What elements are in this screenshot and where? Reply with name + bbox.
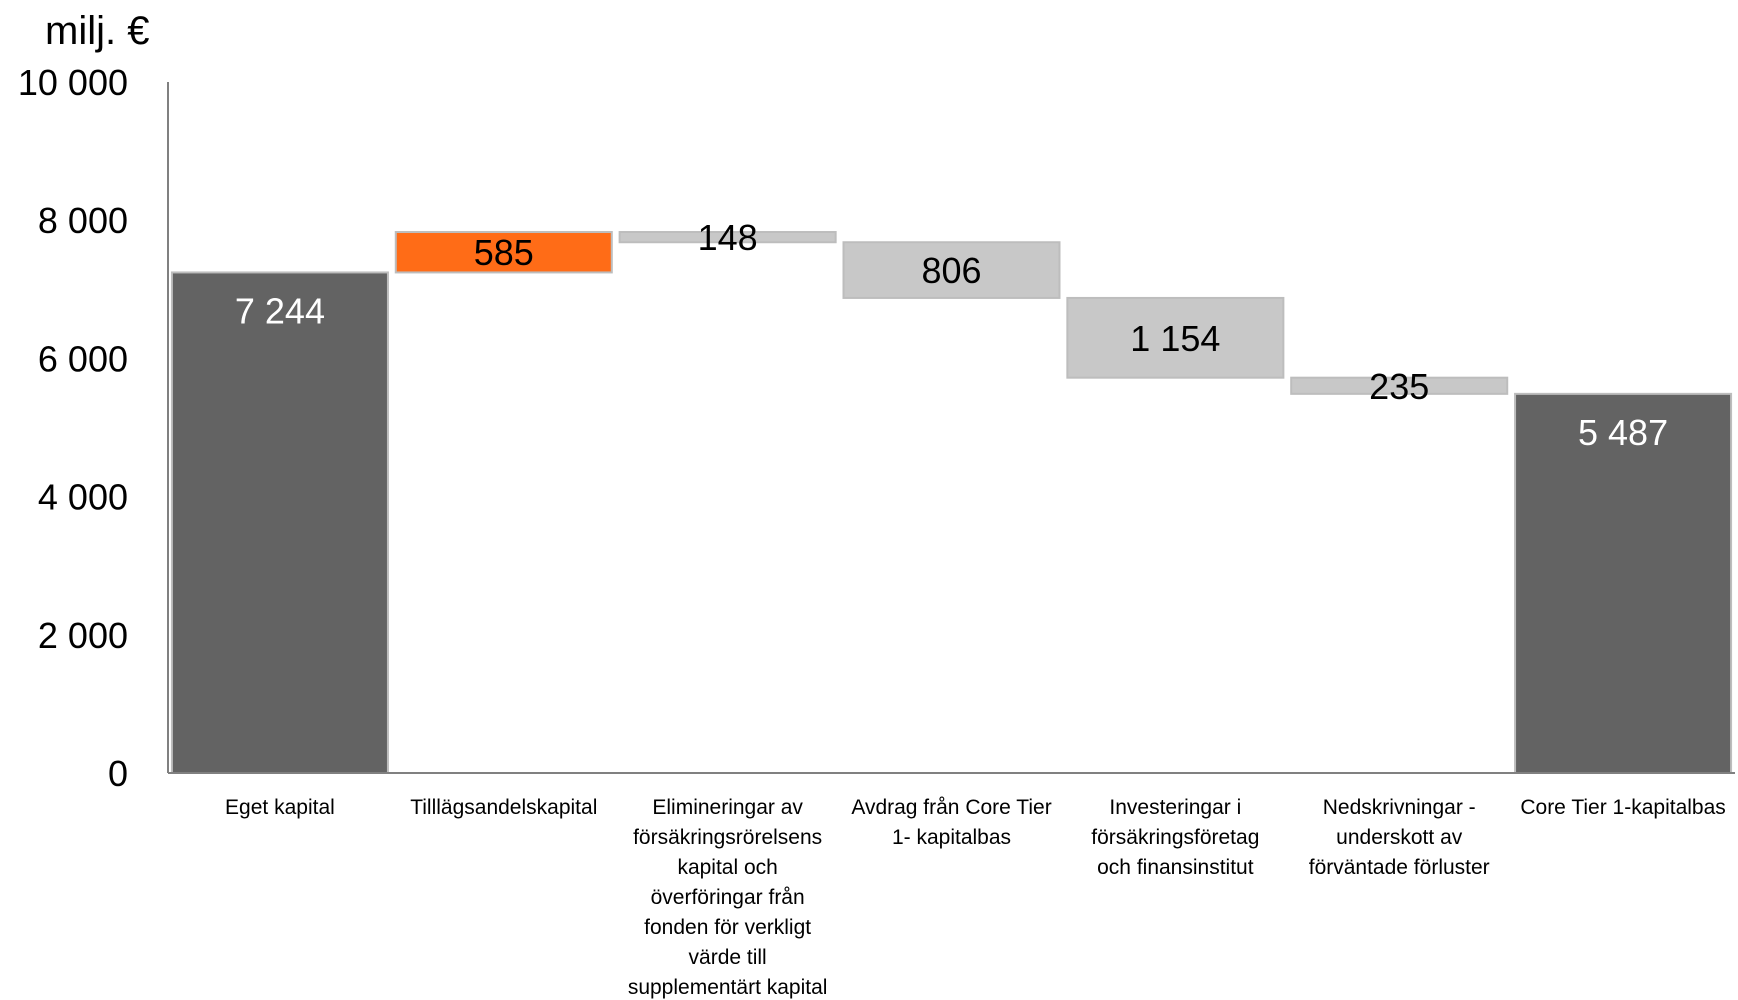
y-tick-label: 10 000 — [18, 62, 128, 103]
x-tick-label: Investeringar i försäkringsföretag och fin… — [1091, 796, 1259, 879]
bar-total — [170, 271, 389, 774]
x-tick-label: Avdrag från Core Tier 1- kapitalbas — [851, 796, 1051, 849]
y-axis-unit-label: milj. € — [45, 9, 149, 53]
y-tick-label: 8 000 — [38, 200, 128, 241]
x-tick-label: Eget kapital — [225, 796, 335, 819]
y-tick-label: 0 — [108, 753, 128, 794]
x-tick-label: Nedskrivningar -underskott av förväntade … — [1309, 796, 1490, 879]
bar-decrease — [1290, 376, 1509, 395]
x-axis-labels: Eget kapital Tilllägsandelskapital Elimine… — [225, 796, 1726, 999]
data-label: 148 — [698, 217, 758, 258]
bars — [170, 231, 1733, 774]
data-label: 1 154 — [1130, 318, 1220, 359]
data-label: 585 — [474, 232, 534, 273]
data-label: 7 244 — [235, 290, 325, 331]
axes — [167, 82, 1735, 774]
bar-decrease — [618, 231, 837, 244]
y-axis-ticks: 0 2 000 4 000 6 000 8 000 10 000 — [18, 62, 128, 794]
data-label: 806 — [921, 250, 981, 291]
bar-decrease — [1066, 296, 1285, 379]
data-label: 5 487 — [1578, 412, 1668, 453]
bar-decrease — [842, 241, 1061, 299]
bar-increase — [394, 231, 613, 274]
x-tick-label: Tilllägsandelskapital — [410, 796, 597, 819]
data-label: 235 — [1369, 366, 1429, 407]
y-tick-label: 6 000 — [38, 338, 128, 379]
data-labels: 7 244 585 148 806 1 154 235 5 487 — [235, 217, 1668, 453]
x-tick-label: Elimineringar av försäkringsrörelsens kapi… — [628, 796, 828, 999]
x-tick-label: Core Tier 1-kapitalbas — [1520, 796, 1725, 819]
y-tick-label: 2 000 — [38, 615, 128, 656]
y-tick-label: 4 000 — [38, 477, 128, 518]
